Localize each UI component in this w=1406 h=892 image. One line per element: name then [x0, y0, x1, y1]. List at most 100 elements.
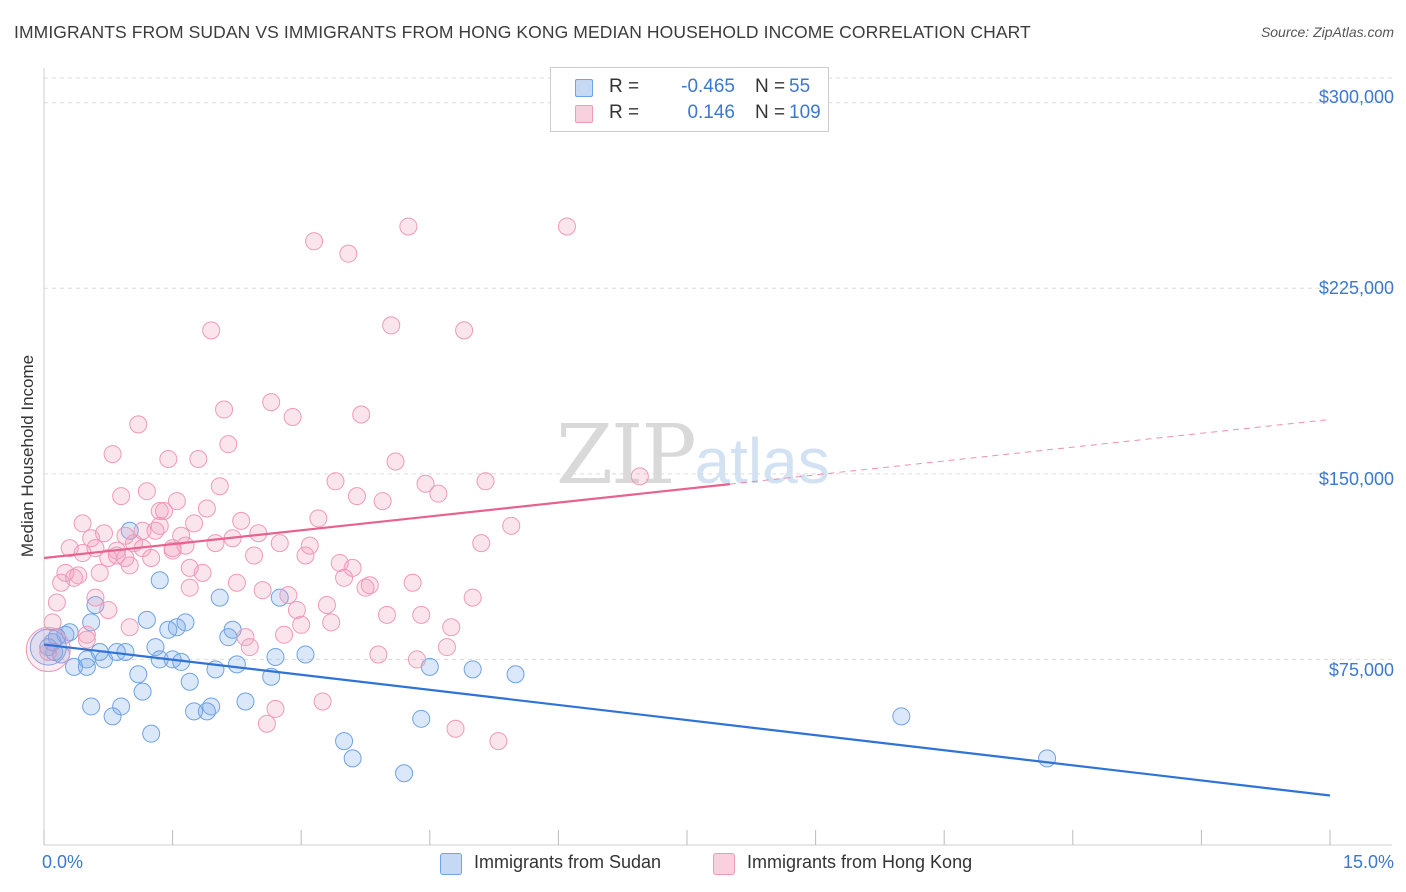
- hongkong-cluster-point: [25, 627, 71, 673]
- sudan-point: [176, 613, 195, 632]
- sudan-point: [210, 588, 229, 607]
- hongkong-point: [69, 566, 88, 585]
- hongkong-point: [489, 732, 508, 751]
- hongkong-point: [137, 482, 156, 501]
- hongkong-point: [47, 593, 66, 612]
- sudan-point: [463, 660, 482, 679]
- sudan-point: [129, 665, 148, 684]
- hongkong-point: [369, 645, 388, 664]
- hongkong-point: [206, 534, 225, 553]
- hongkong-point: [557, 217, 576, 236]
- legend-label-hongkong: Immigrants from Hong Kong: [747, 852, 973, 872]
- hongkong-point: [99, 600, 118, 619]
- hongkong-point: [279, 586, 298, 605]
- hongkong-point: [185, 514, 204, 533]
- hongkong-point: [322, 613, 341, 632]
- hongkong-point: [463, 588, 482, 607]
- sudan-point: [77, 657, 96, 676]
- hongkong-point: [472, 534, 491, 553]
- sudan-point: [116, 643, 135, 662]
- hongkong-point: [95, 524, 114, 543]
- legend-n-value: 55: [789, 76, 811, 97]
- sudan-point: [227, 655, 246, 674]
- correlation-legend: R = -0.465 N = 55 R = 0.146 N = 109: [550, 67, 829, 132]
- sudan-point: [202, 697, 221, 716]
- hongkong-point: [455, 321, 474, 340]
- hongkong-point: [296, 546, 315, 565]
- hongkong-point: [386, 452, 405, 471]
- hongkong-point: [476, 472, 495, 491]
- sudan-point: [142, 724, 161, 743]
- hongkong-point: [253, 581, 272, 600]
- hongkong-point: [403, 573, 422, 592]
- hongkong-point: [86, 588, 105, 607]
- hongkong-point: [150, 516, 169, 535]
- x-tick-label-min: 0.0%: [42, 852, 84, 872]
- sudan-point: [395, 764, 414, 783]
- hongkong-point: [266, 699, 285, 718]
- hongkong-point: [120, 556, 139, 575]
- hongkong-point: [219, 435, 238, 454]
- y-tick-label: $75,000: [1328, 660, 1394, 680]
- hongkong-point: [275, 625, 294, 644]
- hongkong-point: [347, 487, 366, 506]
- sudan-point: [133, 682, 152, 701]
- hongkong-point: [150, 501, 169, 520]
- hongkong-point: [245, 546, 264, 565]
- legend-r-value: -0.465: [681, 76, 735, 97]
- sudan-point: [236, 692, 255, 711]
- hongkong-point: [416, 474, 435, 493]
- legend-n-label: N =: [755, 76, 786, 97]
- hongkong-point: [313, 692, 332, 711]
- hongkong-point: [373, 492, 392, 511]
- hongkong-point: [339, 244, 358, 263]
- hongkong-point: [412, 605, 431, 624]
- hongkong-point: [202, 321, 221, 340]
- hongkong-point: [43, 613, 62, 632]
- y-tick-label: $225,000: [1318, 278, 1394, 298]
- legend-r-label: R =: [609, 102, 640, 123]
- sudan-point: [266, 647, 285, 666]
- sudan-trend-line: [43, 643, 1331, 797]
- hongkong-trend-extension: [729, 418, 1331, 485]
- hongkong-point: [309, 509, 328, 528]
- sudan-point: [892, 707, 911, 726]
- hongkong-point: [283, 407, 302, 426]
- hongkong-point: [502, 516, 521, 535]
- hongkong-point: [287, 600, 306, 619]
- hongkong-point: [73, 514, 92, 533]
- hongkong-point: [240, 638, 259, 657]
- hongkong-point: [437, 638, 456, 657]
- hongkong-point: [210, 477, 229, 496]
- sudan-point: [150, 571, 169, 590]
- hongkong-point: [407, 650, 426, 669]
- legend-r-value: 0.146: [687, 102, 735, 123]
- sudan-point: [167, 618, 186, 637]
- sudan-point: [335, 732, 354, 751]
- hongkong-point: [90, 563, 109, 582]
- hongkong-point: [360, 576, 379, 595]
- hongkong-point: [189, 450, 208, 469]
- hongkong-point: [129, 415, 148, 434]
- hongkong-point: [317, 596, 336, 615]
- hongkong-point: [399, 217, 418, 236]
- hongkong-point: [630, 467, 649, 486]
- legend-swatch-hongkong: [575, 105, 593, 123]
- hongkong-point: [429, 484, 448, 503]
- hongkong-point: [377, 605, 396, 624]
- hongkong-point: [39, 643, 58, 662]
- hongkong-point: [120, 618, 139, 637]
- hongkong-point: [232, 511, 251, 530]
- hongkong-point: [305, 232, 324, 251]
- hongkong-trend-line: [43, 483, 730, 560]
- sudan-point: [296, 645, 315, 664]
- hongkong-point: [446, 719, 465, 738]
- hongkong-point: [270, 534, 289, 553]
- sudan-point: [137, 610, 156, 629]
- legend-swatch-sudan: [575, 79, 593, 97]
- hongkong-point: [77, 630, 96, 649]
- sudan-point: [82, 697, 101, 716]
- sudan-point: [180, 672, 199, 691]
- sudan-point: [45, 643, 64, 662]
- legend-n-value: 109: [789, 102, 821, 123]
